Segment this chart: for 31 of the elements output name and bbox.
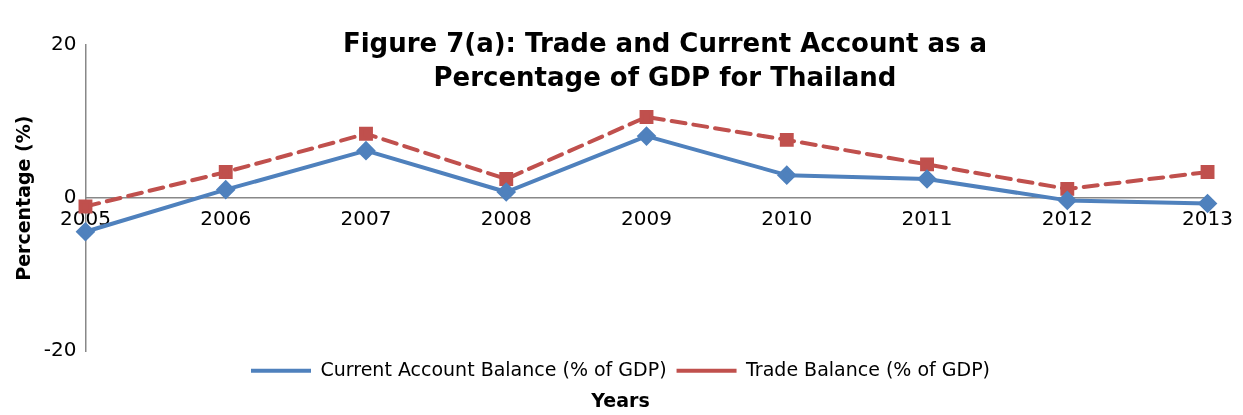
point (1200, 165, 1215, 180)
x-tick-label: 2006 (200, 206, 252, 231)
y-tick-label: 20 (51, 31, 77, 56)
x-tick-label: 2013 (1182, 206, 1233, 231)
point (637, 127, 656, 146)
point (497, 182, 516, 201)
point (218, 165, 233, 180)
point (359, 126, 373, 141)
legend-label: Trade Balance (% of GDP) (745, 357, 991, 380)
chart-title: Figure 7(a): Trade and Current Account as a Percentage of GDP for Thailand (341, 27, 989, 94)
y-axis-title: Percentage (%) (12, 115, 35, 281)
point (1058, 191, 1077, 210)
point (918, 169, 937, 188)
x-tick-label: 2010 (761, 206, 813, 231)
legend-label: Current Account Balance (% of GDP) (320, 357, 667, 380)
y-tick-label: -20 (43, 337, 77, 362)
x-tick-label: 2009 (621, 206, 672, 231)
point (499, 172, 514, 186)
point (779, 132, 794, 147)
x-tick-label: 2008 (480, 206, 532, 231)
point (777, 166, 796, 185)
point (356, 141, 375, 160)
y-tick-label: 0 (63, 184, 77, 209)
point (920, 157, 934, 172)
x-tick-label: 2011 (901, 206, 953, 231)
point (1060, 181, 1075, 196)
x-tick-label: 2012 (1041, 206, 1093, 231)
point (639, 110, 654, 124)
x-axis-title: Years (590, 388, 650, 411)
point (216, 180, 235, 199)
x-tick-label: 2007 (340, 206, 392, 231)
